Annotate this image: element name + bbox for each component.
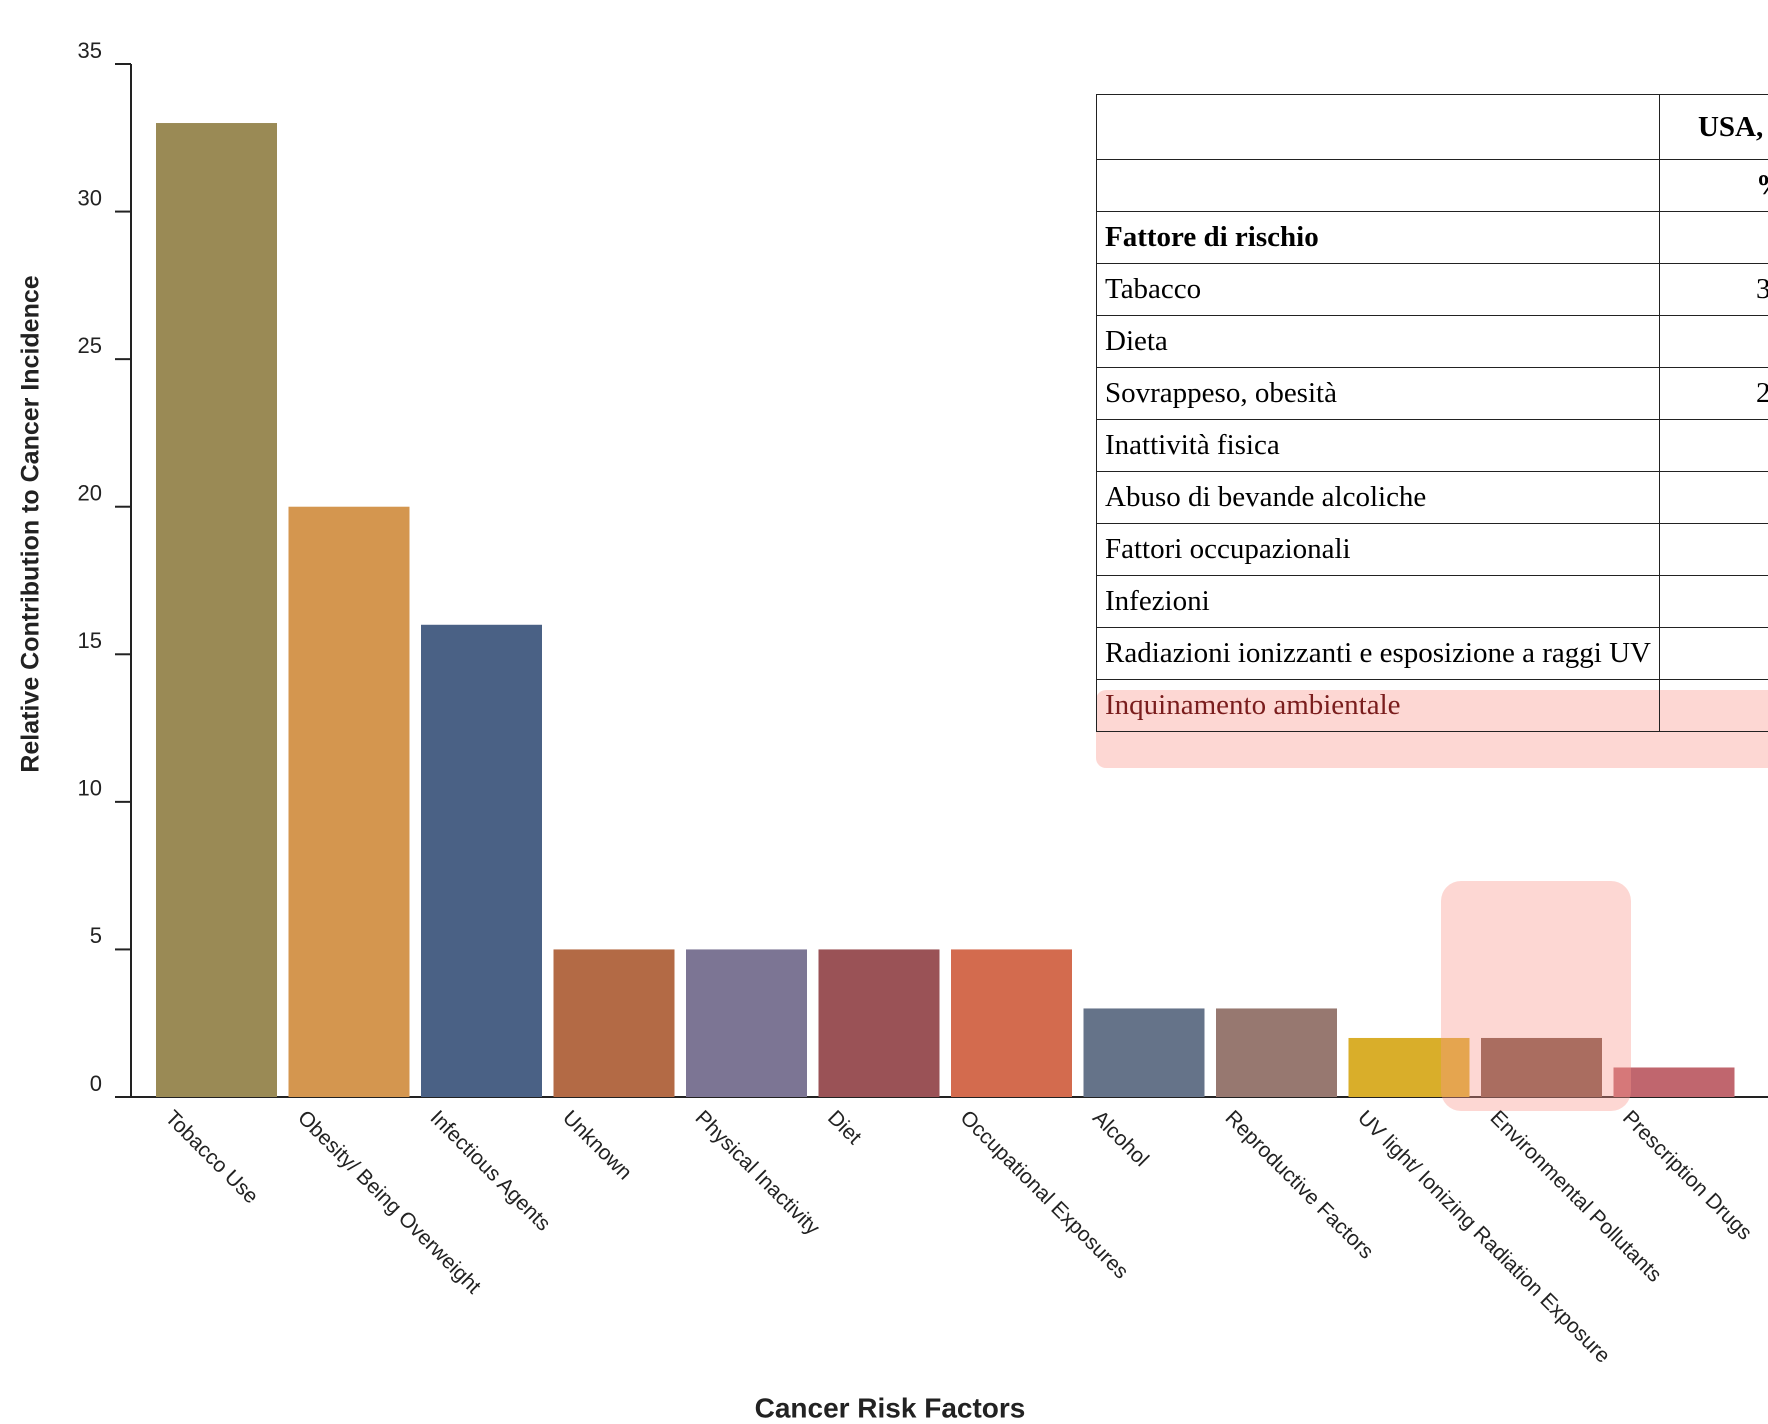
table-row: Inattività fisica5 bbox=[1096, 419, 1768, 472]
bar bbox=[818, 949, 940, 1097]
table-row: Fattori occupazionali5 bbox=[1096, 523, 1768, 576]
cell: Sovrappeso, obesità bbox=[1096, 367, 1660, 420]
table-row: Radiazioni ionizzanti e esposizione a ra… bbox=[1096, 627, 1768, 680]
table-row: Inquinamento ambientale2 bbox=[1096, 679, 1768, 732]
x-tick-label: Prescription Drugs bbox=[1618, 1106, 1756, 1244]
header-cell: % bbox=[1659, 159, 1768, 212]
bar bbox=[951, 949, 1072, 1097]
cell: Abuso di bevande alcoliche bbox=[1096, 471, 1660, 524]
bar bbox=[288, 506, 410, 1097]
cell: 20 bbox=[1659, 367, 1768, 420]
y-tick-label: 25 bbox=[78, 333, 102, 358]
cell: 5 bbox=[1659, 419, 1768, 472]
bar bbox=[1348, 1037, 1470, 1097]
x-tick-label: Unknown bbox=[558, 1106, 636, 1184]
cell: 8 bbox=[1659, 575, 1768, 628]
cell: Fattori occupazionali bbox=[1096, 523, 1660, 576]
cell bbox=[1096, 159, 1660, 212]
cell: 33 bbox=[1659, 263, 1768, 316]
cell: 2 bbox=[1659, 679, 1768, 732]
x-tick-label: Infectious Agents bbox=[426, 1106, 555, 1235]
x-tick-label: Diet bbox=[823, 1106, 866, 1149]
cell: Inquinamento ambientale bbox=[1096, 679, 1660, 732]
table-body: Tabacco33Dieta5Sovrappeso, obesità20Inat… bbox=[1096, 263, 1768, 732]
bar bbox=[1613, 1067, 1735, 1097]
cell: 2 bbox=[1659, 627, 1768, 680]
table-container: USA, 2 % Fattore di rischio Tabacco33Die… bbox=[1096, 94, 1768, 774]
y-tick-label: 5 bbox=[90, 923, 102, 948]
bar bbox=[686, 949, 807, 1097]
bar bbox=[156, 123, 277, 1098]
y-tick-label: 0 bbox=[90, 1071, 102, 1096]
header-cell: USA, 2 bbox=[1659, 94, 1768, 160]
header-cell: Fattore di rischio bbox=[1096, 211, 1660, 264]
y-tick-label: 15 bbox=[78, 628, 102, 653]
bar bbox=[1083, 1008, 1205, 1097]
cell: Inattività fisica bbox=[1096, 419, 1660, 472]
cell: 5 bbox=[1659, 315, 1768, 368]
table-row: Abuso di bevande alcoliche3 bbox=[1096, 471, 1768, 524]
table-row: Sovrappeso, obesità20 bbox=[1096, 367, 1768, 420]
bar bbox=[1481, 1037, 1602, 1097]
y-tick-label: 20 bbox=[78, 481, 102, 506]
x-axis-label: Cancer Risk Factors bbox=[755, 1392, 1026, 1423]
cell bbox=[1659, 211, 1768, 264]
x-tick-label: UV light/ Ionizing Radiation Exposure bbox=[1353, 1106, 1614, 1367]
highlight-bar bbox=[1441, 881, 1631, 1111]
table-row: Dieta5 bbox=[1096, 315, 1768, 368]
cell: Tabacco bbox=[1096, 263, 1660, 316]
x-tick-label: Physical Inactivity bbox=[691, 1106, 825, 1240]
x-tick-label: Alcohol bbox=[1088, 1106, 1153, 1171]
cell: 5 bbox=[1659, 523, 1768, 576]
y-tick-label: 35 bbox=[78, 38, 102, 63]
cell: Dieta bbox=[1096, 315, 1660, 368]
y-tick-label: 10 bbox=[78, 776, 102, 801]
cell: Radiazioni ionizzanti e esposizione a ra… bbox=[1096, 627, 1660, 680]
x-tick-label: Reproductive Factors bbox=[1221, 1106, 1378, 1263]
table: USA, 2 % Fattore di rischio Tabacco33Die… bbox=[1096, 94, 1768, 732]
table-row: Tabacco33 bbox=[1096, 263, 1768, 316]
bar bbox=[421, 624, 542, 1097]
cell: Infezioni bbox=[1096, 575, 1660, 628]
y-axis-label: Relative Contribution to Cancer Incidenc… bbox=[17, 275, 45, 772]
bar bbox=[553, 949, 675, 1097]
table-row: Infezioni8 bbox=[1096, 575, 1768, 628]
bar bbox=[1216, 1008, 1337, 1097]
y-tick-label: 30 bbox=[78, 185, 102, 210]
x-tick-label: Tobacco Use bbox=[161, 1106, 263, 1208]
cell bbox=[1096, 94, 1660, 160]
cell: 3 bbox=[1659, 471, 1768, 524]
